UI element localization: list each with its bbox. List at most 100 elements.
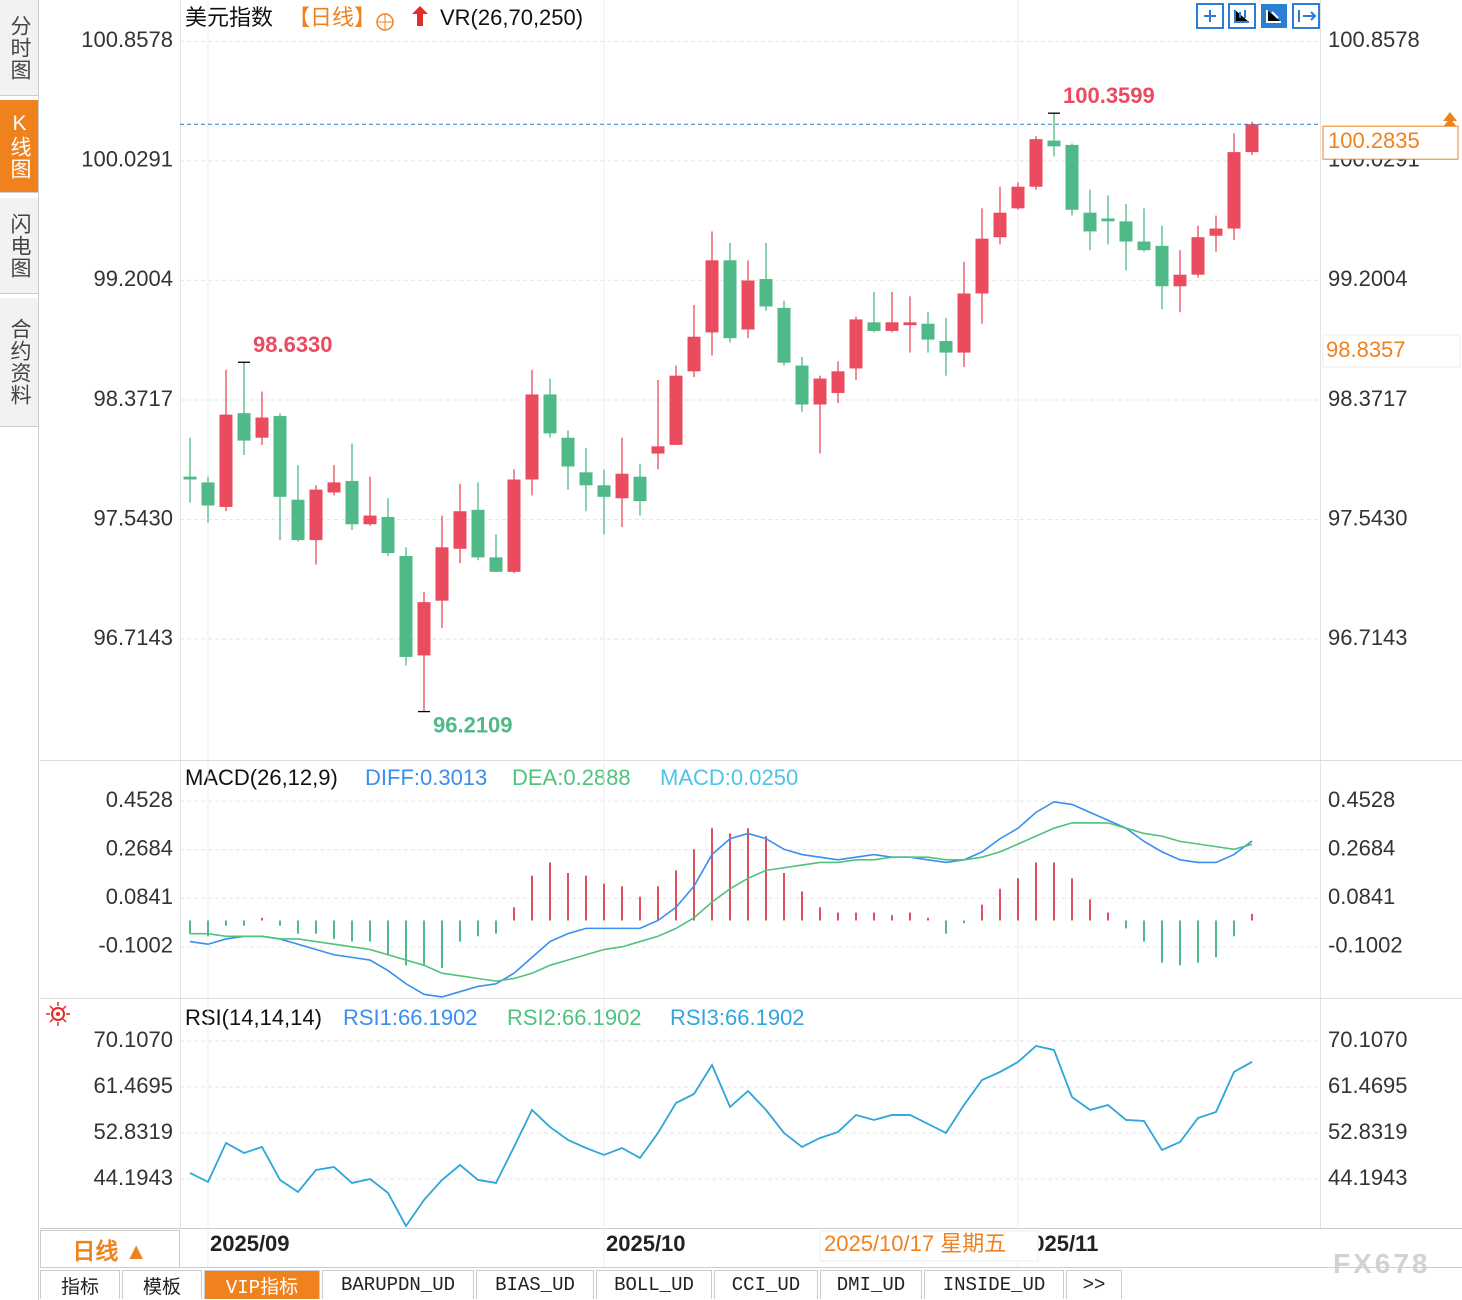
x-tick-label: 2025/09 [210, 1231, 290, 1256]
candle-body [993, 212, 1007, 238]
candle-body [687, 336, 701, 372]
period-button[interactable]: 日线 ▲ [40, 1230, 180, 1268]
y-tick-label-right: 44.1943 [1328, 1165, 1408, 1190]
candle-body [741, 280, 755, 330]
watermark: FX678 [1333, 1248, 1431, 1279]
y-tick-label: 44.1943 [93, 1165, 173, 1190]
legend-rsi1: RSI1:66.1902 [343, 1005, 478, 1030]
candle-body [795, 365, 809, 405]
indicator-tab[interactable]: BARUPDN_UD [322, 1270, 474, 1299]
candle-body [957, 293, 971, 353]
candle-body [705, 260, 719, 333]
sidebar-tab[interactable]: 闪电图 [0, 198, 38, 294]
indicator-tab[interactable]: CCI_UD [714, 1270, 818, 1299]
indicator-tabs: 指标 模板 VIP指标 BARUPDN_UD BIAS_UD BOLL_UD CCI_UD D… [40, 1270, 1124, 1300]
y-tick-label: 99.2004 [93, 266, 173, 291]
y-tick-label-right: 99.2004 [1328, 266, 1408, 291]
annotation-label: 98.6330 [253, 332, 333, 357]
candle-body [1245, 124, 1259, 153]
candle-body [345, 480, 359, 525]
candle-body [777, 307, 791, 363]
y-tick-label-right: -0.1002 [1328, 933, 1403, 958]
legend-rsi3: RSI3:66.1902 [670, 1005, 805, 1030]
toolbar[interactable] [1196, 3, 1320, 29]
candle-body [507, 479, 521, 572]
candle-body [471, 509, 485, 558]
candle-body [1083, 212, 1097, 232]
indicator-tab[interactable]: VIP指标 [204, 1270, 320, 1299]
indicator-tab[interactable]: 模板 [122, 1270, 202, 1299]
candle-body [255, 417, 269, 438]
sidebar-tab-label: 合约资料 [8, 318, 31, 406]
y-tick-label: 98.3717 [93, 386, 173, 411]
y-tick-label: -0.1002 [98, 933, 173, 958]
crosshair-price-label: 98.8357 [1326, 337, 1406, 362]
period-label: 【日线】 [288, 5, 376, 30]
rsi-icon[interactable] [46, 1002, 70, 1026]
y-tick-label: 0.2684 [106, 836, 173, 861]
sidebar-tab-active[interactable]: K线图 [0, 100, 38, 193]
y-tick-label: 0.4528 [106, 787, 173, 812]
candle-body [273, 416, 287, 497]
y-tick-label-right: 97.5430 [1328, 505, 1408, 530]
candle-body [453, 511, 467, 549]
y-tick-label-right: 0.4528 [1328, 787, 1395, 812]
y-tick-label-right: 52.8319 [1328, 1119, 1408, 1144]
indicator-tab[interactable]: BOLL_UD [596, 1270, 712, 1299]
y-tick-label-right: 96.7143 [1328, 625, 1408, 650]
candle-body [903, 322, 917, 326]
candle-body [759, 279, 773, 307]
crosshair-date-box [819, 1230, 1039, 1262]
candle-body [633, 476, 647, 502]
series-line [189, 1045, 1253, 1228]
y-tick-label: 100.0291 [81, 147, 173, 172]
candle-body [579, 472, 593, 486]
candle-body [381, 517, 395, 554]
candle-body [867, 322, 881, 331]
y-tick-label-right: 0.2684 [1328, 836, 1395, 861]
annotation-label: 100.3599 [1063, 83, 1155, 108]
indicator-tab[interactable]: 指标 [40, 1270, 120, 1299]
sidebar-tab-label: K线图 [8, 112, 31, 180]
indicator-tab[interactable]: INSIDE_UD [924, 1270, 1064, 1299]
macd-title: MACD(26,12,9) [185, 765, 338, 790]
candle-body [291, 499, 305, 541]
legend-diff: DIFF:0.3013 [365, 765, 487, 790]
candle-body [1209, 228, 1223, 236]
sidebar-tab[interactable]: 分时图 [0, 0, 38, 96]
candle-body [219, 414, 233, 507]
indicator-arrow[interactable] [412, 6, 428, 26]
candle-body [489, 557, 503, 572]
indicator-tab[interactable]: BIAS_UD [476, 1270, 594, 1299]
y-tick-label: 70.1070 [93, 1027, 173, 1052]
candle-body [885, 322, 899, 331]
candle-body [615, 473, 629, 499]
candle-body [1119, 221, 1133, 242]
last-price-label: 100.2835 [1328, 128, 1420, 153]
indicator-tab[interactable]: >> [1066, 1270, 1122, 1299]
sidebar-tab-label: 分时图 [8, 14, 31, 81]
candle-body [1191, 237, 1205, 275]
candle-body [363, 515, 377, 525]
candle-body [1137, 241, 1151, 251]
candle-body [1047, 140, 1061, 147]
candle-body [921, 323, 935, 340]
candle-body [327, 482, 341, 493]
last-price-arrow [1443, 112, 1457, 127]
candle-body [1011, 186, 1025, 209]
legend-macd: MACD:0.0250 [660, 765, 798, 790]
candle-body [309, 489, 323, 541]
candle-body [651, 446, 665, 454]
sidebar-tab[interactable]: 合约资料 [0, 298, 38, 427]
y-tick-label: 0.0841 [106, 884, 173, 909]
candle-body [399, 555, 413, 657]
candle-body [561, 437, 575, 467]
settings-icon[interactable] [376, 13, 394, 31]
candle-body [939, 341, 953, 353]
candle-body [435, 547, 449, 601]
y-tick-label: 61.4695 [93, 1073, 173, 1098]
indicator-tab[interactable]: DMI_UD [820, 1270, 922, 1299]
